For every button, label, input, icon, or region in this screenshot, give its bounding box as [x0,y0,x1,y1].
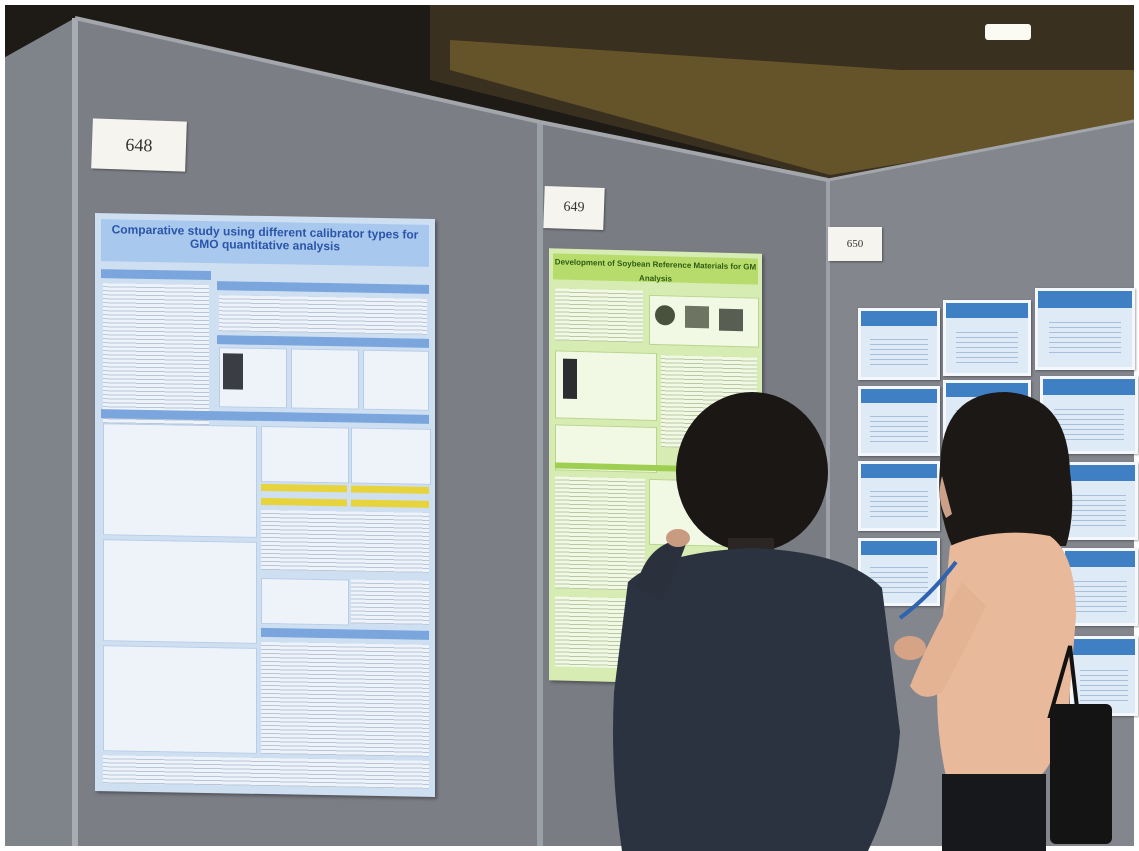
chart-thumbnail [103,423,257,538]
chart-thumbnail [261,426,349,484]
person-peach-sweater [870,386,1139,851]
sample-photo [563,359,577,399]
section-bar [101,269,211,280]
board-number-648: 648 [91,118,187,171]
table-thumbnail [261,578,349,626]
highlight-row [261,498,347,507]
board-number-650: 650 [828,227,882,261]
seed-photo [719,309,743,332]
ceiling-light-icon [985,24,1031,40]
text-block [261,642,429,757]
chart-thumbnail [351,428,431,485]
poster-middle-title-text: Development of Soybean Reference Materia… [555,257,756,283]
highlight-row [351,486,429,494]
highlight-row [351,500,429,508]
text-block [351,580,429,625]
poster-left: Comparative study using different calibr… [95,213,435,797]
section-bar [217,335,429,348]
board-number-649: 649 [543,186,604,230]
product-photo [223,353,243,389]
slide-printout [1035,288,1135,370]
chart-thumbnail [103,539,257,644]
seed-photo [685,306,709,329]
person-dark-suit [600,392,910,851]
text-block [103,755,429,789]
chart-thumbnail [291,348,359,409]
poster-middle-title: Development of Soybean Reference Materia… [553,253,758,284]
highlight-row [261,484,347,493]
poster-left-title: Comparative study using different calibr… [101,219,429,267]
text-block [555,288,643,342]
poster-left-title-text: Comparative study using different calibr… [112,222,419,253]
slide-printout [943,300,1031,376]
section-bar [261,628,429,640]
section-bar [217,281,429,294]
text-block [219,295,427,335]
chart-thumbnail [103,645,257,754]
seed-photo [655,305,675,326]
text-block [261,510,429,573]
chart-thumbnail [363,350,429,411]
slide-printout [858,308,940,380]
